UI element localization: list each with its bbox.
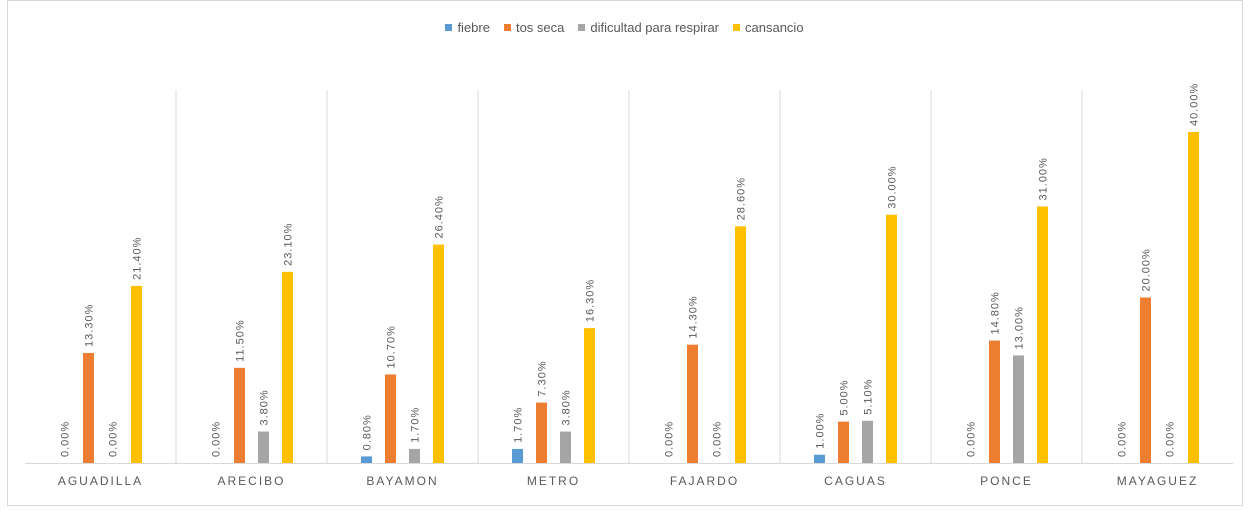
data-label: 3.80%: [561, 389, 573, 425]
x-tick-label: MAYAGUEZ: [1117, 474, 1199, 488]
data-label: 5.10%: [863, 379, 875, 415]
data-label: 23.10%: [283, 223, 295, 266]
legend-item-cansancio: cansancio: [733, 20, 804, 35]
x-tick-label: AGUADILLA: [58, 474, 143, 488]
data-label: 28.60%: [736, 177, 748, 220]
legend-item-dificultad: dificultad para respirar: [578, 20, 719, 35]
bar: [234, 367, 245, 463]
data-label: 13.30%: [84, 304, 96, 347]
legend: fiebre tos seca dificultad para respirar…: [0, 20, 1249, 35]
data-label: 11.50%: [235, 319, 247, 362]
bar: [886, 214, 897, 463]
bar: [838, 421, 849, 463]
legend-item-fiebre: fiebre: [445, 20, 490, 35]
bar: [814, 454, 825, 463]
data-label: 31.00%: [1038, 157, 1050, 200]
bar: [536, 402, 547, 463]
bar: [83, 352, 94, 463]
data-label: 1.70%: [410, 407, 422, 443]
bar: [1037, 206, 1048, 463]
data-label: 0.80%: [362, 414, 374, 450]
bar: [862, 420, 873, 463]
bar: [989, 340, 1000, 463]
data-label: 1.00%: [815, 413, 827, 449]
bar: [584, 328, 595, 463]
data-label: 1.70%: [513, 407, 525, 443]
legend-label-fiebre: fiebre: [457, 20, 490, 35]
bar: [409, 448, 420, 463]
data-label: 13.00%: [1014, 306, 1026, 349]
bar: [131, 285, 142, 463]
x-tick-label: METRO: [527, 474, 580, 488]
legend-swatch-tos-seca: [503, 24, 511, 31]
legend-swatch-dificultad: [578, 24, 586, 31]
x-tick-label: BAYAMON: [366, 474, 438, 488]
legend-item-tos-seca: tos seca: [503, 20, 565, 35]
data-label: 14.80%: [990, 291, 1002, 334]
bar: [1140, 297, 1151, 463]
legend-swatch-fiebre: [445, 24, 453, 31]
bar: [1013, 355, 1024, 463]
data-label: 26.40%: [434, 195, 446, 238]
data-label: 0.00%: [60, 421, 72, 457]
x-tick-label: FAJARDO: [670, 474, 739, 488]
data-label: 40.00%: [1189, 83, 1201, 126]
data-label: 5.00%: [839, 379, 851, 415]
data-label: 7.30%: [537, 360, 549, 396]
bar: [512, 448, 523, 463]
data-label: 21.40%: [132, 237, 144, 280]
data-label: 16.30%: [585, 279, 597, 322]
data-label: 30.00%: [887, 165, 899, 208]
data-label: 0.00%: [1117, 421, 1129, 457]
data-label: 0.00%: [1165, 421, 1177, 457]
bar: [1188, 132, 1199, 463]
data-label: 3.80%: [259, 389, 271, 425]
bar: [560, 431, 571, 463]
bar: [687, 344, 698, 463]
bar: [433, 244, 444, 463]
legend-label-cansancio: cansancio: [745, 20, 804, 35]
data-label: 0.00%: [712, 421, 724, 457]
bar: [258, 431, 269, 463]
data-label: 0.00%: [966, 421, 978, 457]
data-label: 10.70%: [386, 325, 398, 368]
data-label: 0.00%: [211, 421, 223, 457]
data-label: 0.00%: [664, 421, 676, 457]
bar: [361, 456, 372, 463]
x-tick-label: CAGUAS: [824, 474, 887, 488]
legend-swatch-cansancio: [733, 24, 741, 31]
bar: [385, 374, 396, 463]
legend-label-tos-seca: tos seca: [515, 20, 565, 35]
data-label: 20.00%: [1141, 248, 1153, 291]
legend-label-dificultad: dificultad para respirar: [590, 20, 720, 35]
bar: [735, 226, 746, 463]
data-label: 14.30%: [688, 295, 700, 338]
bar: [282, 271, 293, 463]
x-tick-label: ARECIBO: [217, 474, 285, 488]
data-label: 0.00%: [108, 421, 120, 457]
x-tick-label: PONCE: [980, 474, 1033, 488]
